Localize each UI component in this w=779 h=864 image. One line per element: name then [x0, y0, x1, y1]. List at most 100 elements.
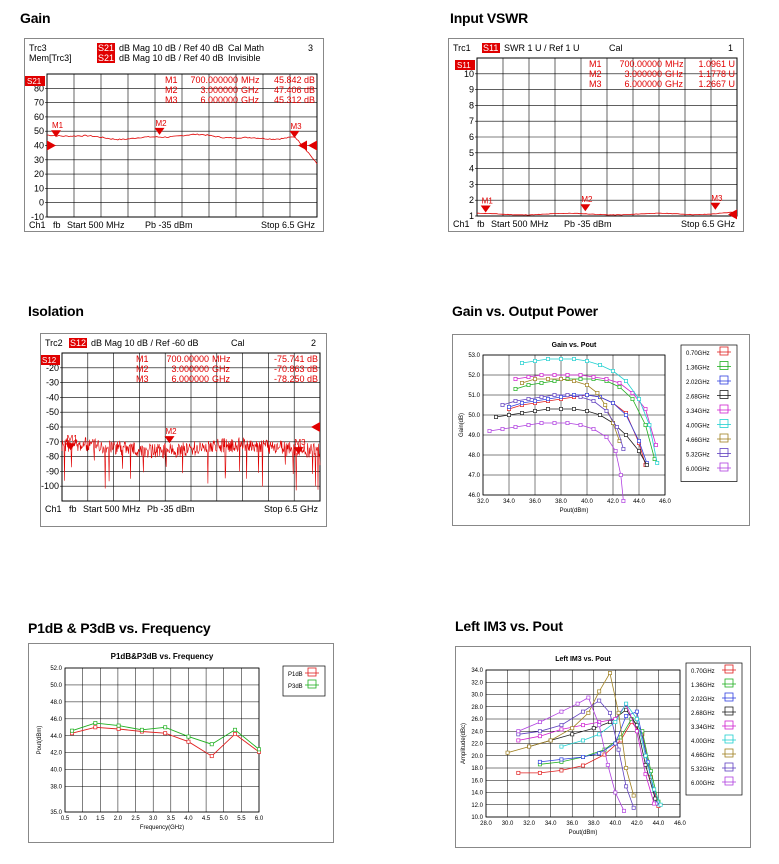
marker-readout-name: M1 [165, 75, 178, 85]
data-point [585, 383, 589, 387]
header-extra-text: Invisible [228, 53, 261, 63]
header-param-label: S21 [98, 43, 114, 53]
data-point [595, 391, 600, 395]
legend-entry-marker [724, 762, 734, 772]
y-tick-label: 7 [469, 116, 474, 126]
marker-readout-name: M1 [589, 59, 602, 69]
y-tick-label: 12.0 [471, 803, 483, 809]
x-tick-label: 40.0 [581, 499, 593, 505]
data-point [186, 739, 191, 744]
data-point [617, 385, 622, 389]
data-point [559, 723, 564, 728]
series-line [507, 672, 635, 796]
header-param-badge [97, 43, 115, 53]
data-point [604, 377, 609, 381]
series-line [515, 374, 657, 446]
legend-entry-marker [724, 720, 734, 730]
data-point [233, 727, 237, 732]
y-tick-label: 40 [34, 141, 44, 151]
y-tick-label: -100 [41, 481, 59, 491]
x-tick-label: 40.0 [609, 821, 621, 827]
marker-readout-value: 1.1778 U [698, 69, 735, 79]
x-tick-label: 5.0 [220, 816, 229, 822]
data-point [526, 383, 531, 387]
trace-tag-badge [40, 355, 60, 365]
data-point [591, 399, 596, 403]
legend-entry-label: 4.00GHz [691, 739, 715, 745]
data-point [539, 373, 544, 377]
legend-entry-marker [719, 346, 729, 356]
data-point [163, 725, 168, 730]
header-format-text: dB Mag 10 dB / Ref 40 dB [119, 43, 224, 53]
data-point [505, 750, 510, 755]
data-point [570, 732, 575, 737]
x-tick-label: 2.0 [114, 816, 123, 822]
p1db-section-title: P1dB & P3dB vs. Frequency [28, 620, 211, 636]
y-tick-label: 52.0 [50, 666, 62, 672]
marker-triangle [154, 127, 165, 135]
footer-start: Start 500 MHz [83, 504, 141, 514]
marker-triangle [51, 130, 61, 138]
y-tick-label: 6 [469, 132, 474, 142]
y-tick-label: -10 [31, 212, 44, 222]
data-point [537, 720, 542, 725]
data-point [209, 754, 214, 759]
data-point [643, 762, 648, 767]
data-point [597, 689, 602, 694]
data-point [559, 357, 563, 361]
y-tick-label: 8 [469, 100, 474, 110]
legend-entry-label: 1.36GHz [686, 366, 710, 372]
legend-entry-marker [724, 692, 734, 702]
data-point [604, 435, 609, 439]
data-point [572, 357, 576, 361]
data-point [537, 729, 542, 734]
y-tick-label: 80 [34, 83, 44, 93]
y-axis-label: Gain(dB) [459, 413, 465, 437]
data-point [578, 423, 583, 427]
data-point [611, 401, 615, 405]
x-tick-label: 44.0 [633, 499, 645, 505]
data-point [570, 726, 575, 731]
trace-tag-badge [455, 60, 475, 70]
legend-entry-marker [724, 734, 734, 744]
marker-triangle [580, 204, 591, 212]
legend-entry-label: 3.34GHz [691, 725, 715, 731]
data-point [537, 734, 542, 739]
data-point [209, 742, 214, 747]
marker-readout-frequency: 6.000000 [200, 95, 238, 105]
marker-readout-value: 45.842 dB [274, 75, 315, 85]
data-point [520, 381, 524, 385]
x-tick-label: 3.0 [149, 816, 158, 822]
y-axis-label: Pout(dBm) [37, 726, 43, 755]
data-point [581, 738, 585, 743]
data-point [70, 728, 75, 733]
data-point [616, 710, 621, 715]
legend-entry-label: 4.00GHz [686, 424, 710, 430]
data-point [572, 379, 576, 383]
data-point [613, 720, 618, 725]
data-point [644, 463, 649, 467]
marker-readout-name: M3 [589, 79, 602, 89]
y-tick-label: 51.0 [468, 393, 480, 399]
data-point [621, 499, 626, 503]
footer-mode: fb [53, 220, 61, 230]
data-point [631, 805, 636, 810]
gain-pout-chart: Gain vs. Pout 32.0 34.0 36.0 38.0 40.0 42.0 44.… [459, 342, 738, 514]
marker-readout-frequency: 700.00000 [619, 59, 662, 69]
isolation-chart: Trc2 S12 dB Mag 10 dB / Ref -60 dB Cal 2 -20 -… [40, 338, 321, 514]
legend-entry-marker [719, 404, 729, 414]
legend-entry-marker [719, 375, 729, 385]
header-trace-number: 1 [728, 43, 733, 53]
marker-readout-frequency: 3.000000 [200, 85, 238, 95]
footer-power: Pb -35 dBm [145, 220, 193, 230]
marker-readout-unit: GHz [212, 374, 231, 384]
x-tick-label: 28.0 [480, 821, 492, 827]
data-point [533, 359, 537, 363]
data-point [597, 732, 602, 737]
x-tick-label: 32.0 [477, 499, 489, 505]
gain-section-title: Gain [20, 10, 51, 26]
x-tick-label: 42.0 [607, 499, 619, 505]
y-tick-label: 47.0 [468, 473, 480, 479]
y-tick-label: 30 [34, 155, 44, 165]
data-point [516, 770, 521, 775]
